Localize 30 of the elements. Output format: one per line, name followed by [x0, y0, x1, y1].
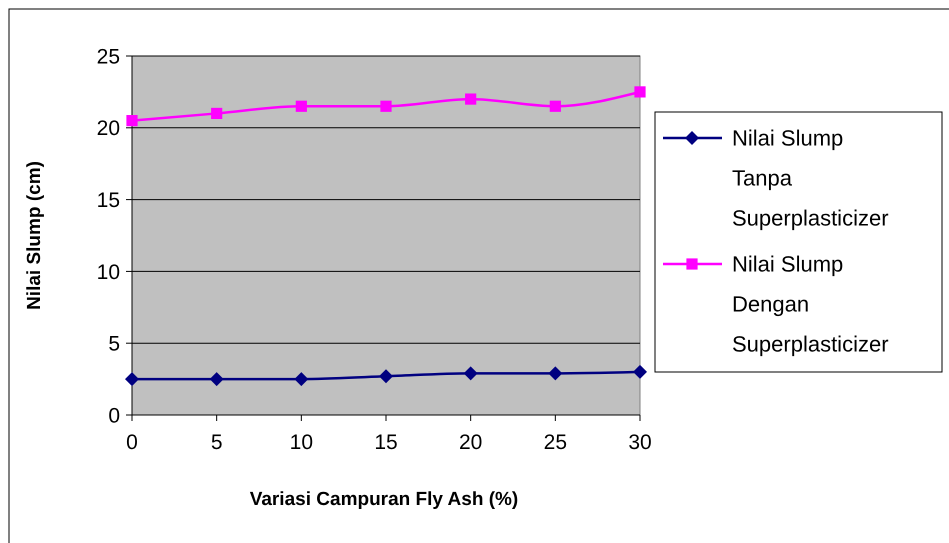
y-tick-label: 5: [108, 332, 120, 356]
x-axis-title: Variasi Campuran Fly Ash (%): [250, 489, 518, 510]
y-axis-title: Nilai Slump (cm): [24, 161, 45, 310]
point: [633, 364, 647, 379]
point: [210, 372, 224, 386]
x-tick-label: 30: [628, 431, 652, 454]
x-tick-label: 20: [458, 431, 482, 454]
x-tick-label: 5: [210, 431, 223, 454]
y-tick-label: 20: [96, 117, 120, 140]
point: [464, 366, 478, 380]
x-tick-label: 10: [290, 431, 314, 454]
point: [294, 372, 308, 386]
x-tick-label: 15: [374, 431, 398, 454]
legend-label: Nilai Slump Tanpa Superplasticizer: [732, 126, 889, 231]
y-tick-label: 15: [96, 188, 120, 212]
point: [465, 93, 476, 105]
y-tick-label: 25: [96, 45, 120, 68]
point: [379, 369, 393, 384]
point: [380, 100, 392, 112]
legend-label: Nilai Slump Dengan Superplasticizer: [732, 252, 889, 357]
x-tick-label: 25: [544, 431, 568, 454]
point: [550, 100, 561, 112]
x-tick-label: 0: [126, 431, 138, 454]
point: [125, 372, 139, 386]
point: [634, 86, 646, 98]
point: [211, 108, 222, 120]
point: [548, 366, 562, 380]
y-tick-label: 0: [108, 404, 120, 428]
y-tick-label: 10: [96, 260, 120, 284]
point: [296, 100, 307, 112]
